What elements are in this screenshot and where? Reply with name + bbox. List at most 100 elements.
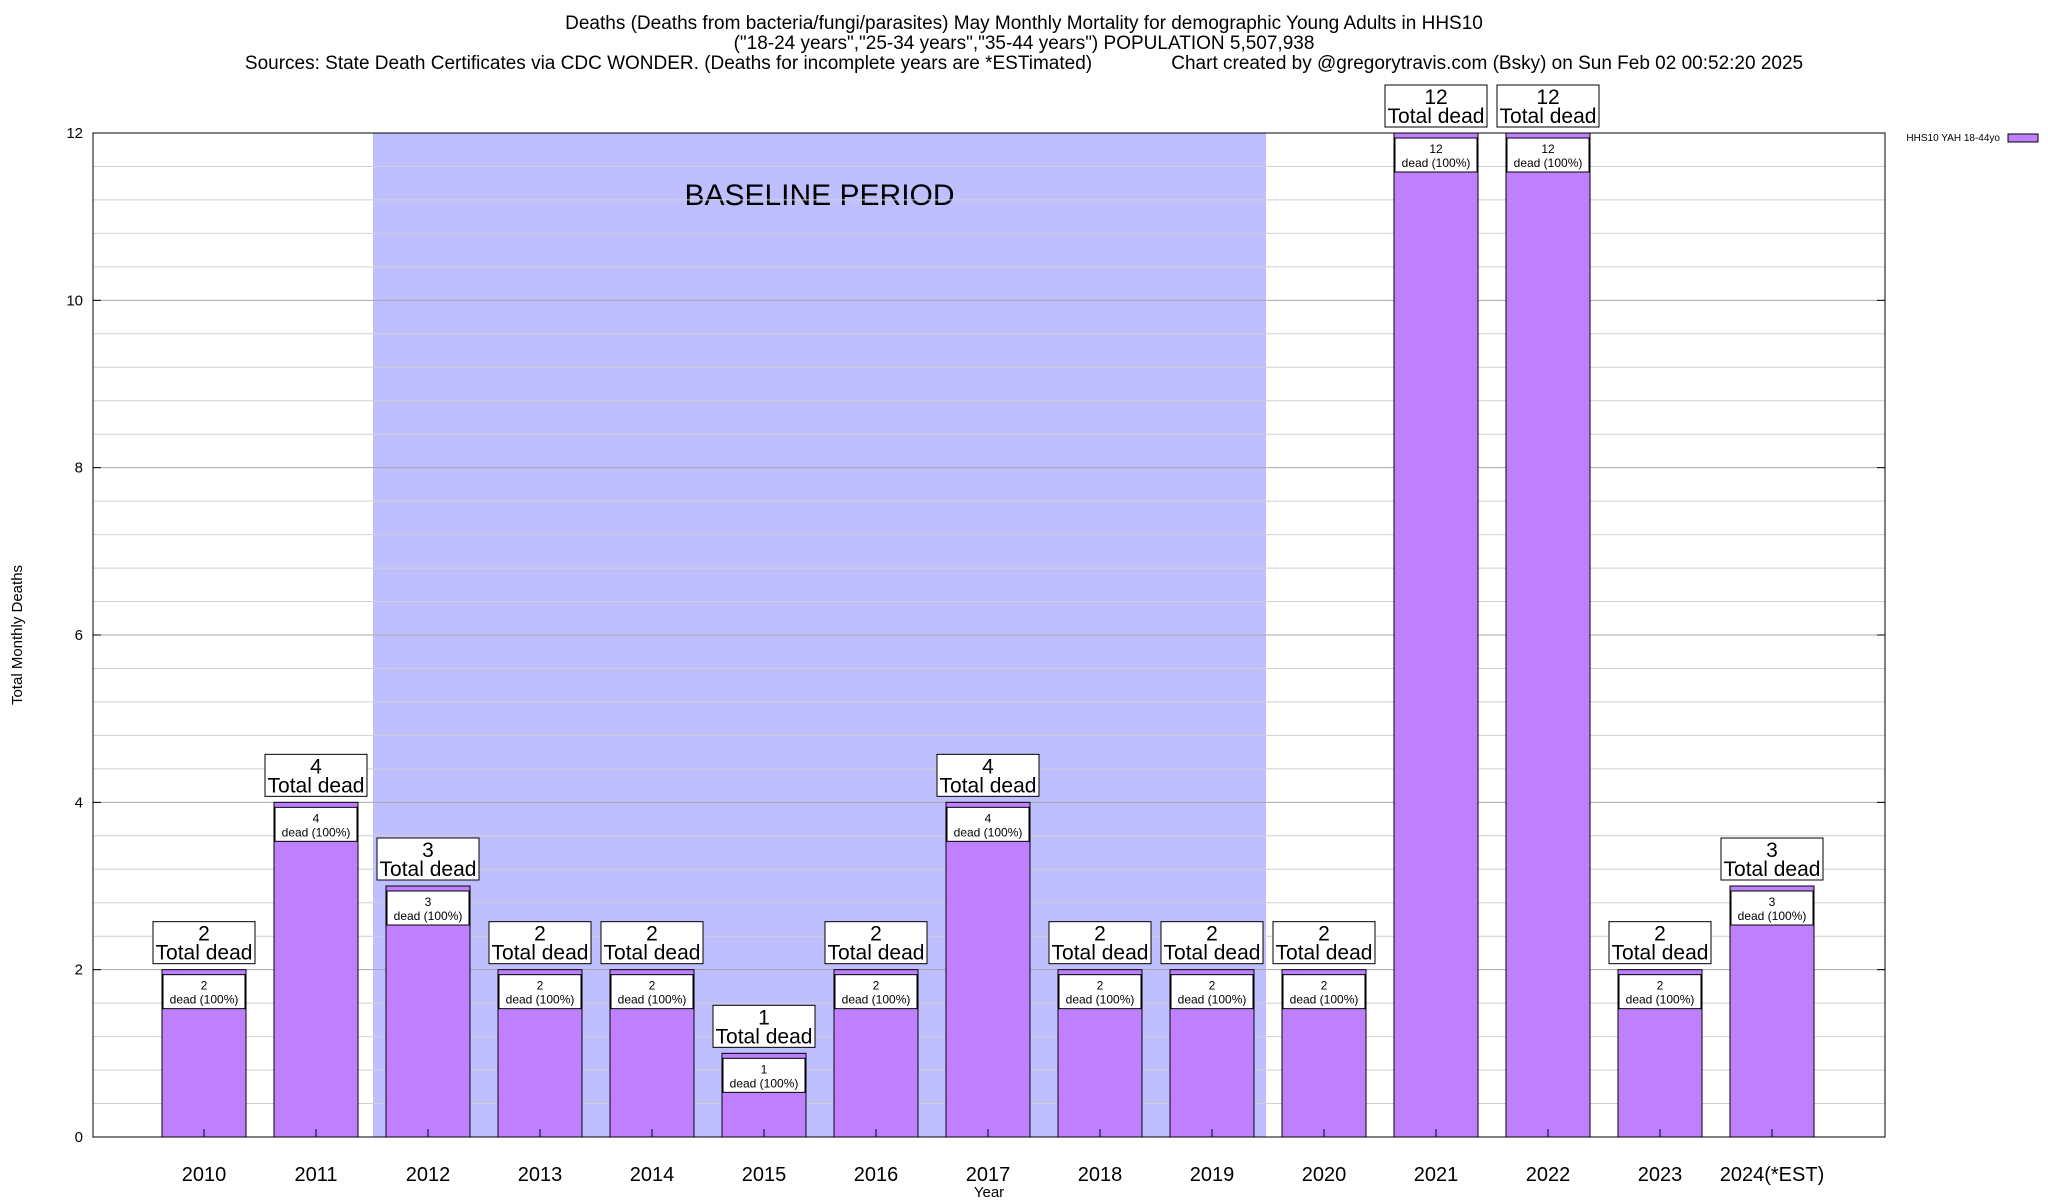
bar-inner-label-value: 12 bbox=[1429, 142, 1443, 156]
bar-inner-label-value: 2 bbox=[1657, 979, 1664, 993]
bar-inner-label-box bbox=[1282, 974, 1366, 1010]
bar-inner-label-text: dead (100%) bbox=[1290, 993, 1359, 1007]
bar-inner-label-value: 2 bbox=[1097, 979, 1104, 993]
bar-total-label-text: Total dead bbox=[380, 858, 477, 881]
x-axis-label: Year bbox=[974, 1184, 1004, 1200]
x-tick-label: 2010 bbox=[182, 1164, 227, 1186]
bar-total-label-text: Total dead bbox=[492, 942, 589, 965]
bar-inner-label-box bbox=[274, 806, 358, 842]
bar-inner-label-text: dead (100%) bbox=[394, 909, 463, 923]
bar-inner-label-box bbox=[834, 974, 918, 1010]
x-tick-label: 2020 bbox=[1302, 1164, 1347, 1186]
bar-total-label-text: Total dead bbox=[604, 942, 701, 965]
x-tick-label: 2022 bbox=[1526, 1164, 1571, 1186]
bar-total-label-box bbox=[1160, 921, 1264, 965]
bar bbox=[1505, 132, 1591, 1138]
bar-inner-label-text: dead (100%) bbox=[842, 993, 911, 1007]
x-tick-label: 2014 bbox=[630, 1164, 675, 1186]
bar-total-label-text: Total dead bbox=[1500, 105, 1597, 128]
bar-total-label-box bbox=[376, 837, 480, 881]
plot-area-border bbox=[92, 132, 1886, 1138]
x-tick-label: 2019 bbox=[1190, 1164, 1235, 1186]
x-tick-label: 2023 bbox=[1638, 1164, 1683, 1186]
bar-total-label-value: 2 bbox=[870, 923, 882, 946]
bar-total-label-box bbox=[1272, 921, 1376, 965]
y-tick-label: 12 bbox=[66, 125, 83, 142]
bar-total-label-value: 2 bbox=[646, 923, 658, 946]
bar-total-label-box bbox=[264, 753, 368, 797]
bar-total-label-value: 2 bbox=[534, 923, 546, 946]
bar-total-label-box bbox=[1608, 921, 1712, 965]
bar-total-label-box bbox=[488, 921, 592, 965]
bar-total-label-box bbox=[824, 921, 928, 965]
x-tick-label: 2016 bbox=[854, 1164, 899, 1186]
bar-inner-label-value: 2 bbox=[201, 979, 208, 993]
y-tick-label: 2 bbox=[75, 962, 83, 979]
legend-label: HHS10 YAH 18-44yo bbox=[1906, 133, 2000, 144]
bar bbox=[385, 885, 471, 1138]
bar-total-label-value: 2 bbox=[1318, 923, 1330, 946]
bar-total-label-value: 2 bbox=[1206, 923, 1218, 946]
y-tick-label: 6 bbox=[75, 627, 83, 644]
bar-inner-label-text: dead (100%) bbox=[1178, 993, 1247, 1007]
y-tick-label: 8 bbox=[75, 460, 83, 477]
bar-total-label-text: Total dead bbox=[268, 774, 365, 797]
bar-total-label-text: Total dead bbox=[1052, 942, 1149, 965]
bar-inner-label-value: 4 bbox=[985, 811, 992, 825]
legend-swatch bbox=[2007, 133, 2039, 143]
bar-inner-label-box bbox=[386, 890, 470, 926]
bar-total-label-value: 2 bbox=[1094, 923, 1106, 946]
chart-subtitle-sources: Sources: State Death Certificates via CD… bbox=[244, 53, 1804, 74]
bar-inner-label-value: 12 bbox=[1541, 142, 1555, 156]
x-tick-label: 2015 bbox=[742, 1164, 787, 1186]
bar-inner-label-box bbox=[1730, 890, 1814, 926]
bar-inner-label-text: dead (100%) bbox=[1066, 993, 1135, 1007]
bar-inner-label-box bbox=[1058, 974, 1142, 1010]
chart-title-line-2: ("18-24 years","25-34 years","35-44 year… bbox=[733, 33, 1315, 54]
bar-inner-label-value: 2 bbox=[649, 979, 656, 993]
bar-total-label-value: 2 bbox=[1654, 923, 1666, 946]
bar-total-label-box bbox=[1720, 837, 1824, 881]
bar-inner-label-box bbox=[722, 1057, 806, 1093]
bar-inner-label-box bbox=[946, 806, 1030, 842]
bar-inner-label-text: dead (100%) bbox=[282, 825, 351, 839]
bar-total-label-text: Total dead bbox=[1388, 105, 1485, 128]
y-tick-label: 4 bbox=[75, 794, 83, 811]
x-tick-label: 2021 bbox=[1414, 1164, 1459, 1186]
bar-inner-label-box bbox=[1618, 974, 1702, 1010]
baseline-period-label: BASELINE PERIOD bbox=[684, 179, 954, 212]
bar-total-label-text: Total dead bbox=[716, 1025, 813, 1048]
bar-inner-label-box bbox=[162, 974, 246, 1010]
bar bbox=[945, 801, 1031, 1138]
bar-inner-label-text: dead (100%) bbox=[1626, 993, 1695, 1007]
y-tick-label: 0 bbox=[75, 1129, 83, 1146]
bar bbox=[1393, 132, 1479, 1138]
bar-inner-label-value: 3 bbox=[1769, 895, 1776, 909]
bar-total-label-value: 1 bbox=[758, 1006, 770, 1029]
bar-total-label-value: 4 bbox=[310, 755, 322, 778]
bar-inner-label-text: dead (100%) bbox=[618, 993, 687, 1007]
bar-inner-label-box bbox=[1394, 137, 1478, 173]
bar-inner-label-text: dead (100%) bbox=[170, 993, 239, 1007]
bar-total-label-box bbox=[1384, 84, 1488, 128]
bar-total-label-box bbox=[600, 921, 704, 965]
bar-inner-label-value: 2 bbox=[537, 979, 544, 993]
bar-inner-label-value: 2 bbox=[873, 979, 880, 993]
x-tick-label: 2012 bbox=[406, 1164, 451, 1186]
x-tick-label: 2013 bbox=[518, 1164, 563, 1186]
y-axis-label: Total Monthly Deaths bbox=[9, 565, 26, 705]
bar-total-label-value: 3 bbox=[1766, 839, 1778, 862]
bar-inner-label-text: dead (100%) bbox=[1514, 156, 1583, 170]
bar-total-label-text: Total dead bbox=[1612, 942, 1709, 965]
bar-total-label-text: Total dead bbox=[940, 774, 1037, 797]
x-tick-label: 2017 bbox=[966, 1164, 1011, 1186]
bar-total-label-box bbox=[152, 921, 256, 965]
y-tick-label: 10 bbox=[66, 292, 83, 309]
bar-inner-label-box bbox=[610, 974, 694, 1010]
bar-total-label-value: 4 bbox=[982, 755, 994, 778]
bar-inner-label-value: 1 bbox=[761, 1062, 768, 1076]
bar-inner-label-value: 2 bbox=[1321, 979, 1328, 993]
bar-total-label-value: 3 bbox=[422, 839, 434, 862]
bar-inner-label-value: 4 bbox=[313, 811, 320, 825]
